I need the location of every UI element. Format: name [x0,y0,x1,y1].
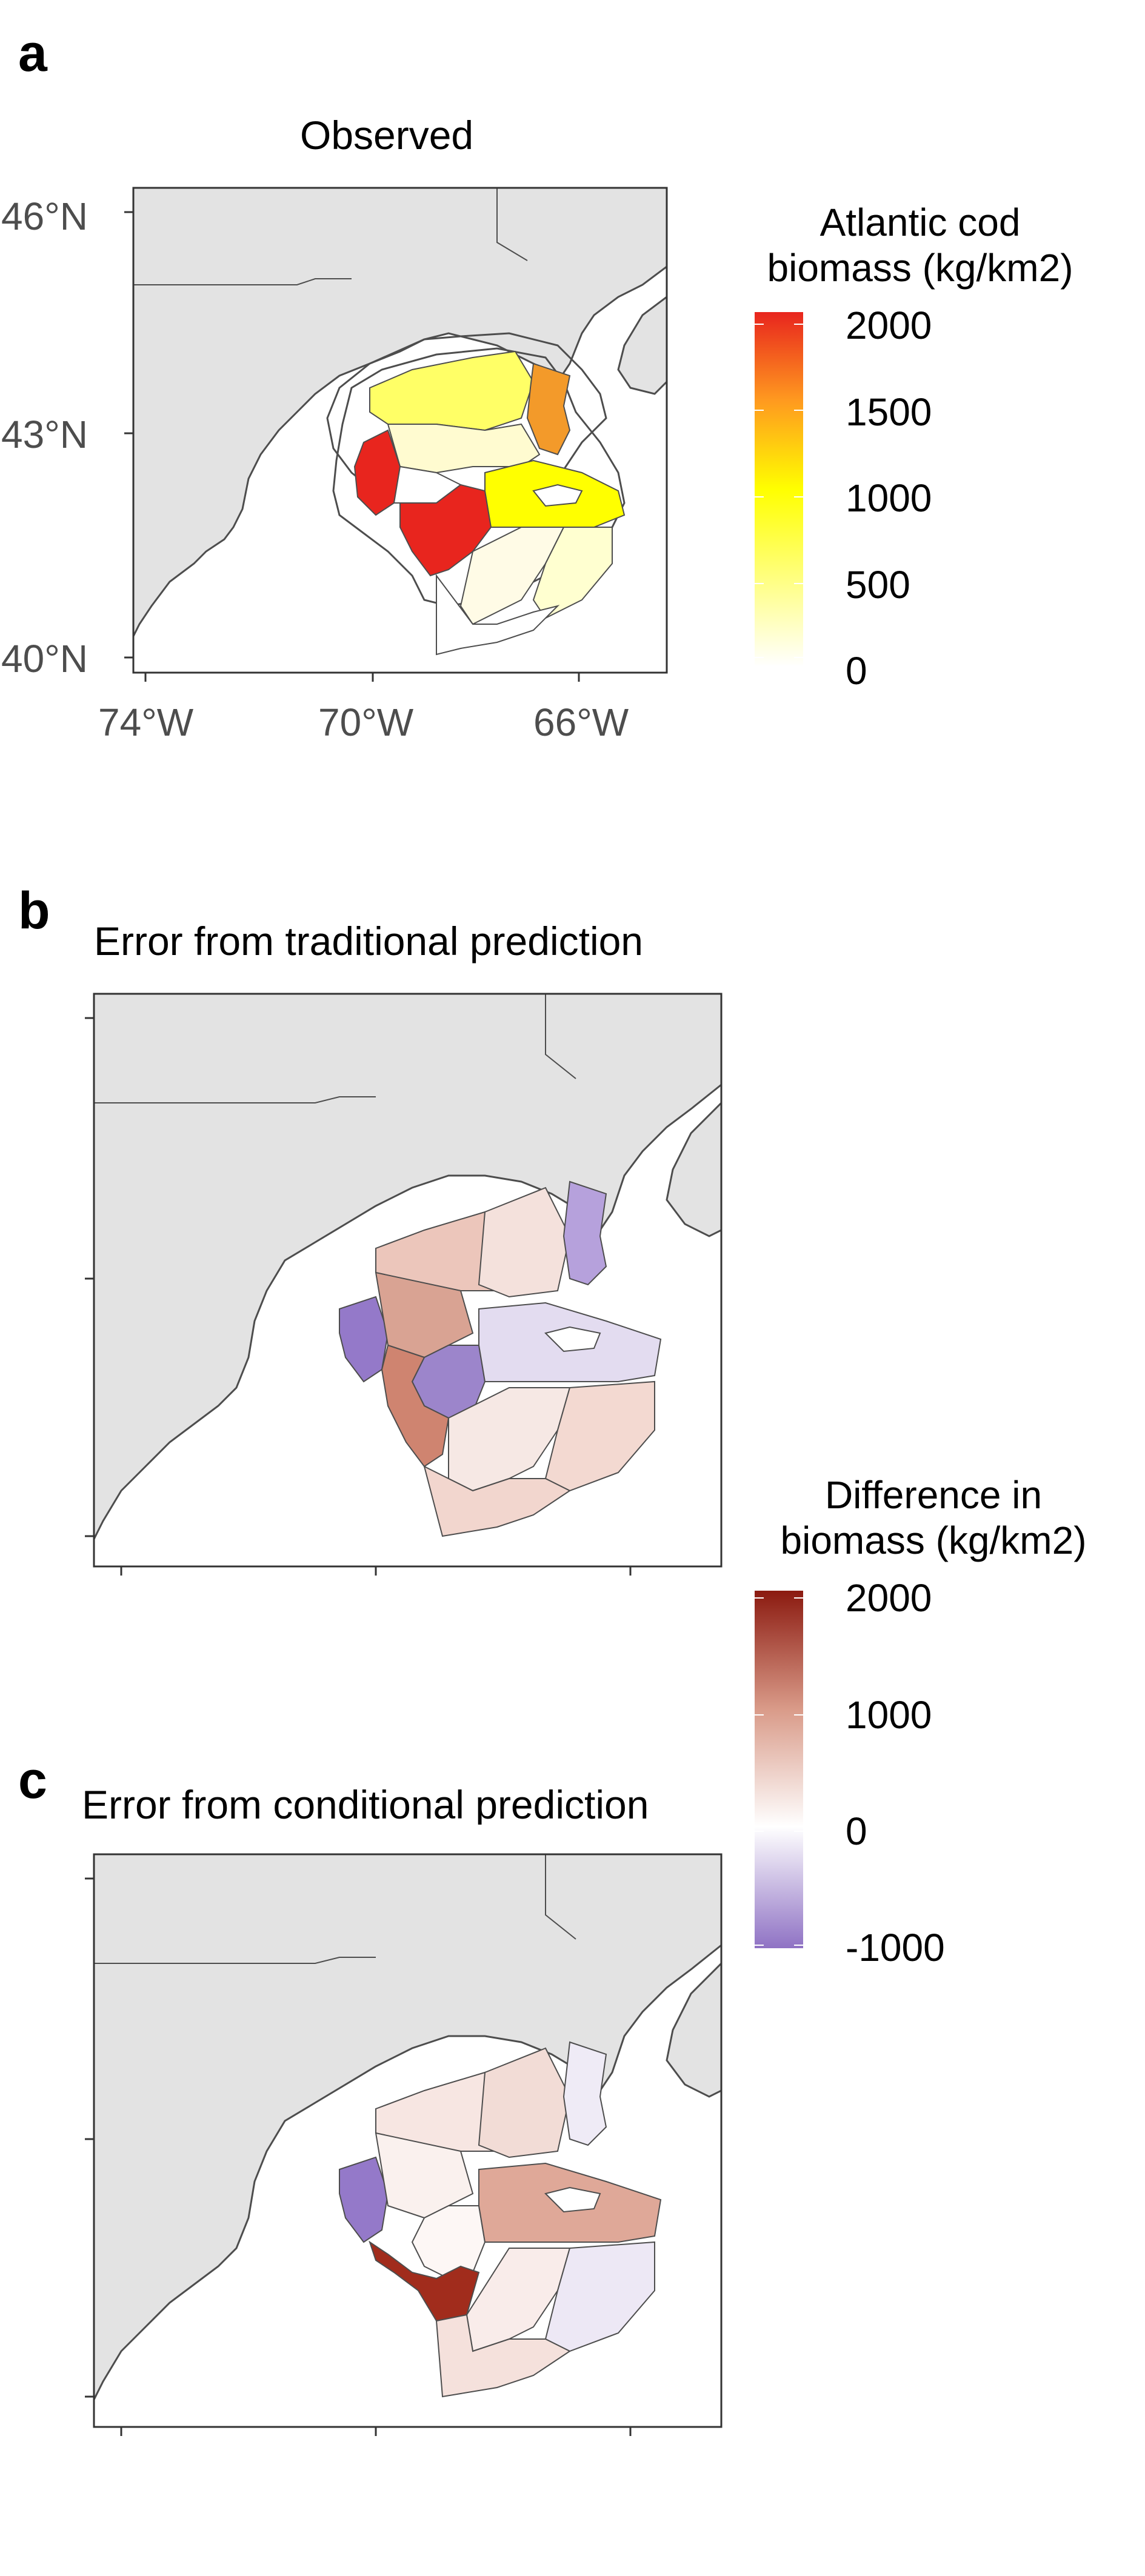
panel-a-title: Observed [300,113,474,158]
legend-biomass-title: Atlantic cod biomass (kg/km2) [708,200,1132,291]
stratum-purple-east [562,1180,607,1286]
legend-biomass-title-line2: biomass (kg/km2) [767,245,1073,290]
stratum-southwest-darkred [369,2240,480,2322]
stratum-southwest-salmon [381,1344,450,1468]
land-mass [94,1854,721,2400]
province-border [133,188,528,285]
panel-a-xtick-70: 70°W [318,701,414,744]
stratum-hole [544,1326,601,1353]
stratum-north-yellow [369,350,535,431]
province-border [94,994,576,1103]
legend-difference-title-line2: biomass (kg/km2) [780,1518,1087,1562]
panel-b-map [85,993,723,1576]
stratum-south-light-a [459,527,565,625]
panel-c-map [85,1853,723,2436]
nova-scotia [666,1101,721,1237]
panel-a-xtick-74: 74°W [98,701,194,744]
legend-biomass-label-1500: 1500 [846,390,932,434]
legend-difference-title: Difference in biomass (kg/km2) [727,1473,1140,1563]
land-mass [94,994,721,1540]
legend-difference-label-2000: 2000 [846,1576,932,1620]
legend-difference-colorbar [755,1591,803,1948]
stratum-west-purple [339,1296,389,1383]
panel-c-letter: c [18,1751,47,1809]
legend-biomass-label-2000: 2000 [846,304,932,347]
stratum-south-light-b [532,527,613,619]
panel-a-letter: a [18,24,47,82]
panel-b-letter: b [18,882,50,940]
stratum-south-b [544,2241,655,2352]
panel-a-ytick-43: 43°N [1,413,88,456]
stratum-south-edge [436,574,560,656]
stratum-south-edge [435,2314,571,2398]
stratum-hole [532,484,583,507]
legend-biomass-label-1000: 1000 [846,476,932,520]
panel-a-map [124,187,668,682]
panel-b-title: Error from traditional prediction [94,919,644,964]
panel-a-xtick-66: 66°W [533,701,629,744]
stratum-orange [526,362,571,456]
nova-scotia [666,1962,721,2098]
nova-scotia [617,296,667,395]
panel-a-ytick-40: 40°N [1,637,88,681]
legend-biomass-label-0: 0 [846,649,867,693]
stratum-east-lavender [562,2041,607,2146]
panel-a-ytick-46: 46°N [1,195,88,238]
panel-c-title: Error from conditional prediction [82,1785,649,1825]
legend-biomass-title-line1: Atlantic cod [820,201,1021,244]
stratum-west-red [353,429,401,516]
stratum-south-edge [423,1465,571,1537]
province-border [94,1854,576,1964]
stratum-north-b [478,1186,571,1298]
stratum-west-purple [339,2156,389,2243]
legend-difference-title-line1: Difference in [824,1473,1043,1517]
legend-biomass-label-500: 500 [846,563,910,607]
legend-difference-label-1000: 1000 [846,1693,932,1737]
stratum-north-b [478,2047,571,2158]
stratum-hole [544,2186,601,2213]
legend-difference-label-minus1000: -1000 [846,1926,945,1969]
legend-difference-label-0: 0 [846,1809,867,1853]
stratum-south-b [544,1380,655,1492]
legend-biomass-colorbar [755,312,803,667]
